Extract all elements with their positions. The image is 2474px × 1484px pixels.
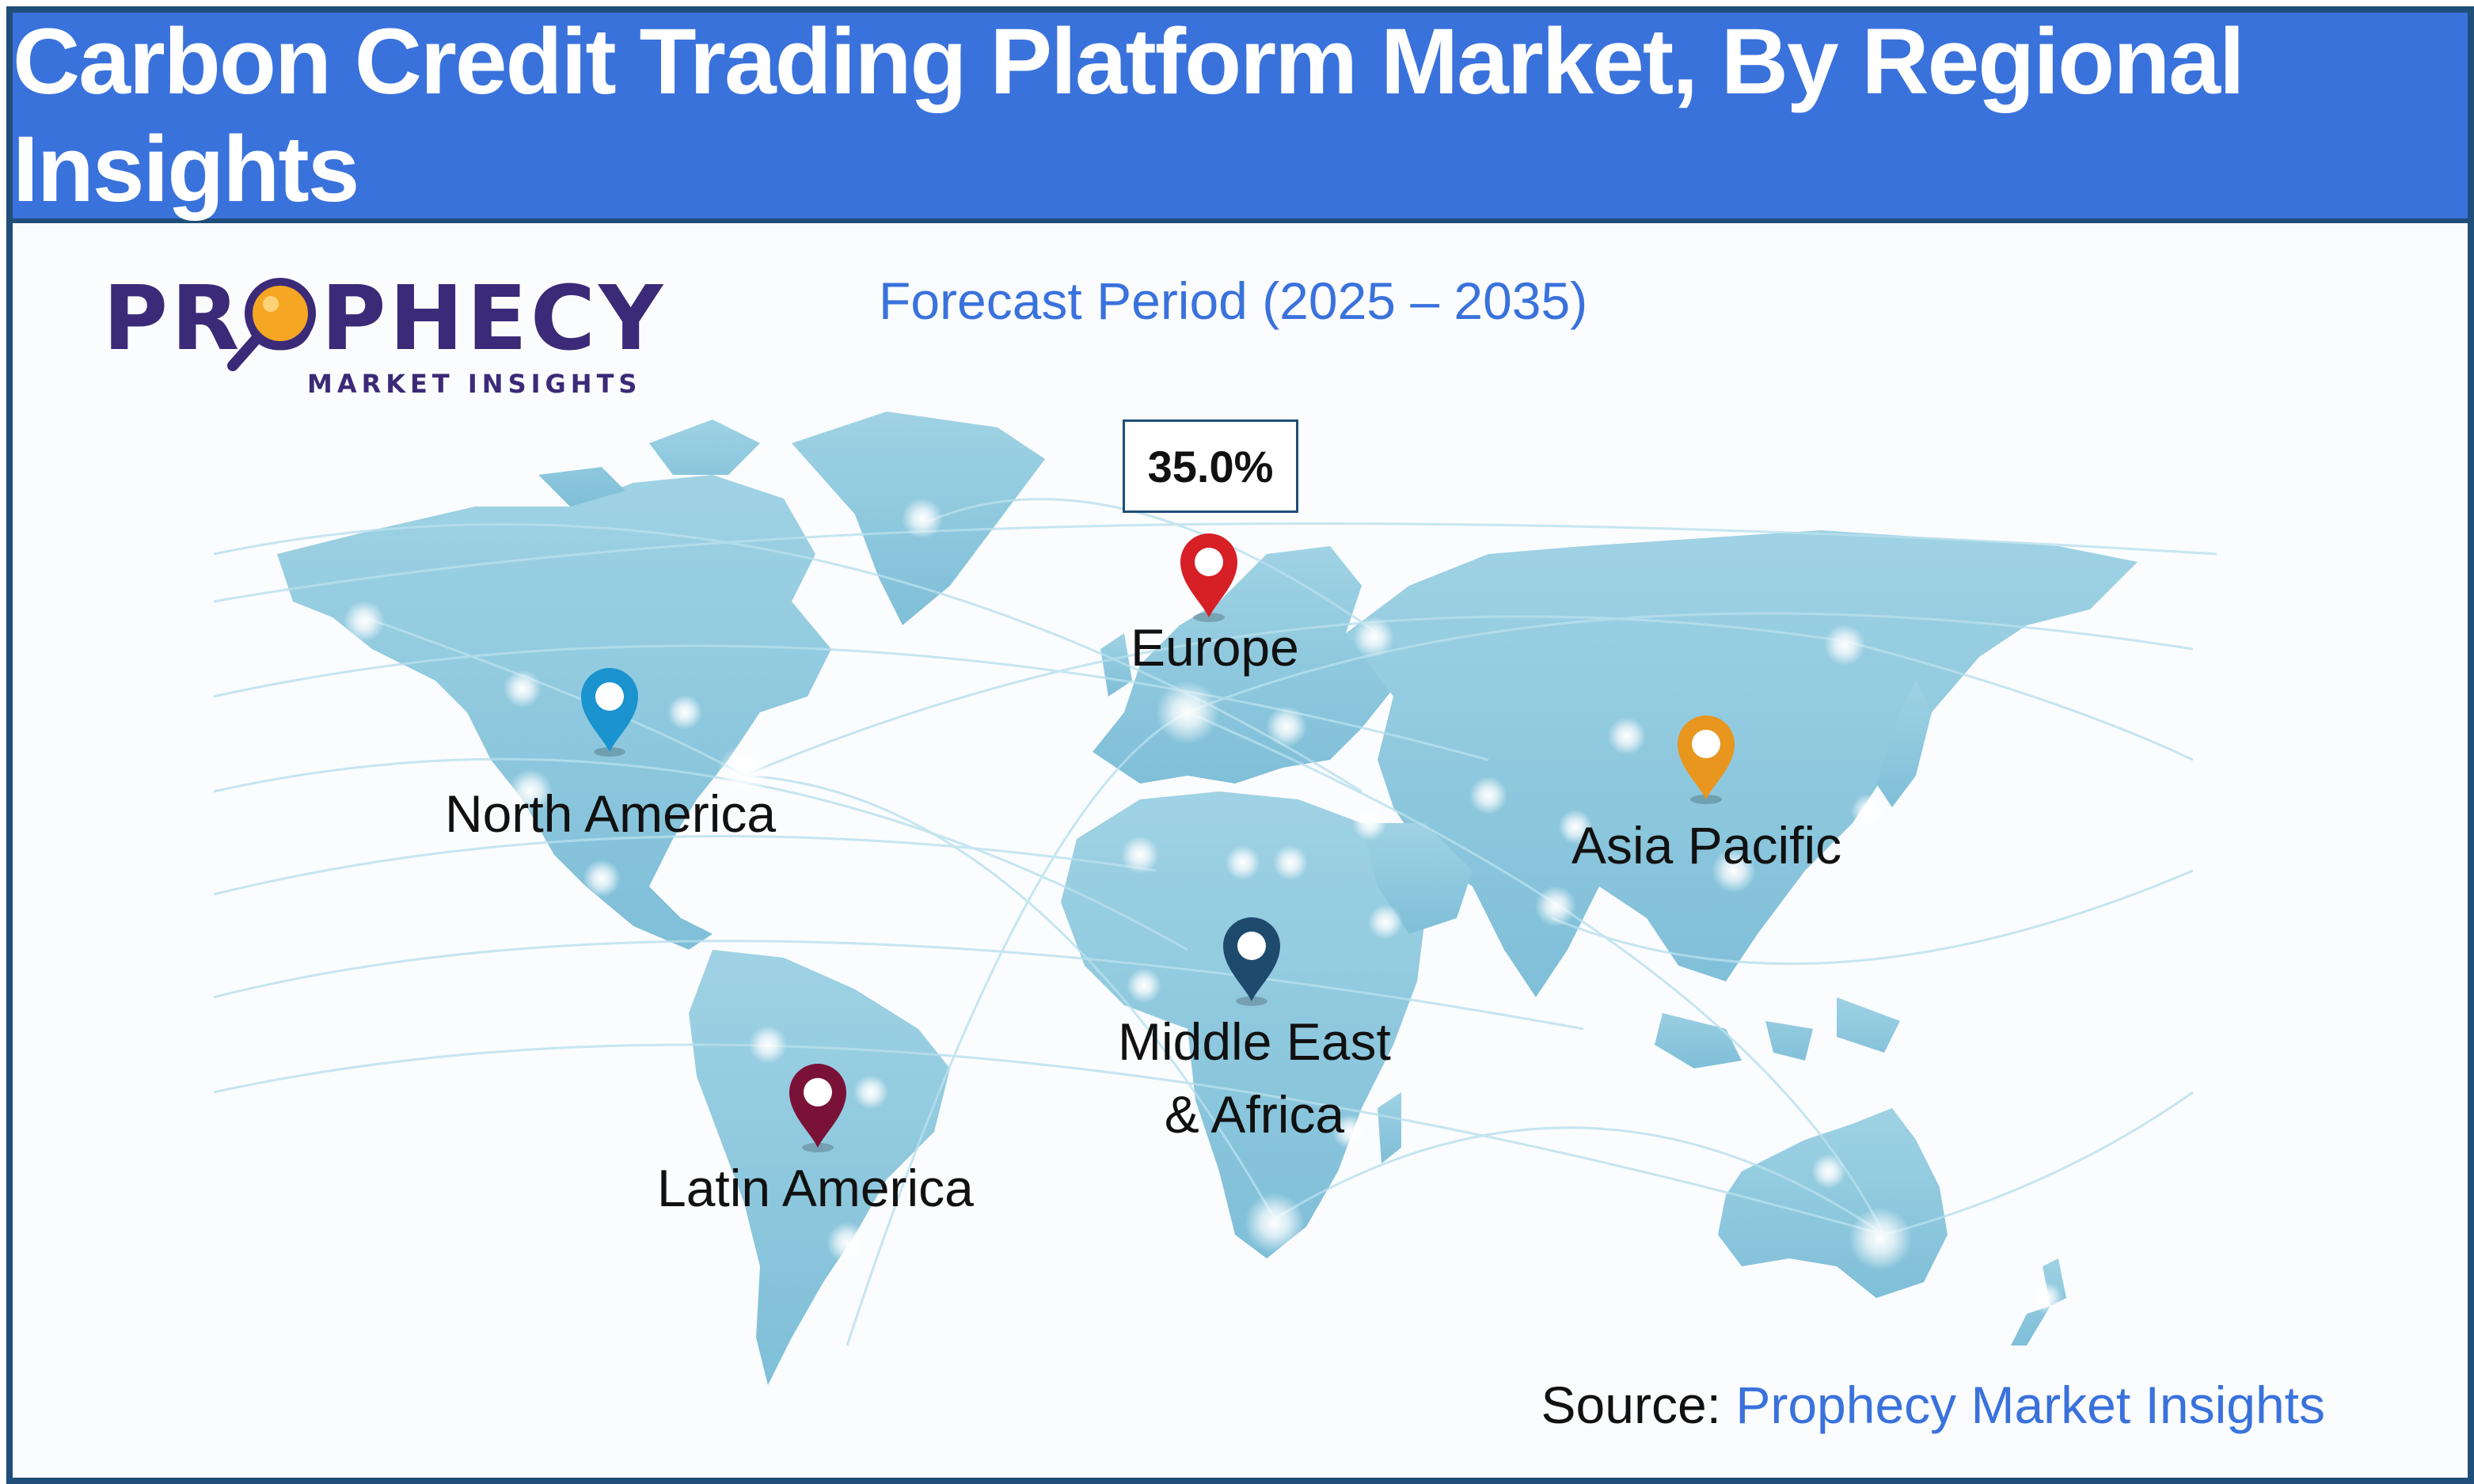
asia-landmass [1346, 530, 2138, 997]
southeast-asia-islands [1655, 997, 1900, 1068]
logo-wordmark: PROPHECY [103, 268, 667, 370]
continents [277, 412, 2138, 1385]
pin-latin-america [789, 1064, 846, 1152]
label-latin-america: Latin America [657, 1159, 974, 1217]
madagascar-landmass [1378, 1092, 1401, 1163]
magnifier-icon [227, 278, 316, 371]
city-nodes [344, 498, 2062, 1314]
africa-landmass [1061, 791, 1425, 1258]
forecast-period: Forecast Period (2025 – 2035) [879, 271, 1588, 330]
label-middle-east-line2: & Africa [1164, 1085, 1345, 1144]
north-america-landmass [277, 475, 831, 950]
south-america-landmass [689, 950, 950, 1385]
source-prefix: Source: [1541, 1376, 1736, 1434]
label-middle-east-line1: Middle East [1118, 1012, 1391, 1071]
pin-asia-pacific [1678, 715, 1735, 804]
pin-middle-east-africa [1223, 917, 1280, 1006]
label-asia-pacific: Asia Pacific [1571, 816, 1842, 875]
label-middle-east-africa: Middle East & Africa [1118, 1005, 1391, 1151]
pin-north-america [581, 668, 638, 757]
label-europe: Europe [1131, 618, 1299, 677]
label-north-america: North America [445, 784, 777, 843]
arctic-islands [538, 419, 760, 507]
header-banner: Carbon Credit Trading Platform Market, B… [13, 9, 2468, 223]
prophecy-logo: PROPHECY MARKET INSIGHTS [103, 268, 663, 402]
source-credit: Source: Prophecy Market Insights [1541, 1375, 2325, 1435]
source-name: Prophecy Market Insights [1735, 1376, 2325, 1434]
japan-landmass [1876, 681, 1932, 807]
europe-share-callout: 35.0% [1123, 419, 1298, 513]
page-title: Carbon Credit Trading Platform Market, B… [13, 9, 2245, 222]
logo-tagline: MARKET INSIGHTS [307, 369, 642, 399]
pin-europe [1180, 533, 1237, 622]
new-zealand-landmass [2011, 1258, 2066, 1345]
arabia-landmass [1362, 823, 1473, 934]
